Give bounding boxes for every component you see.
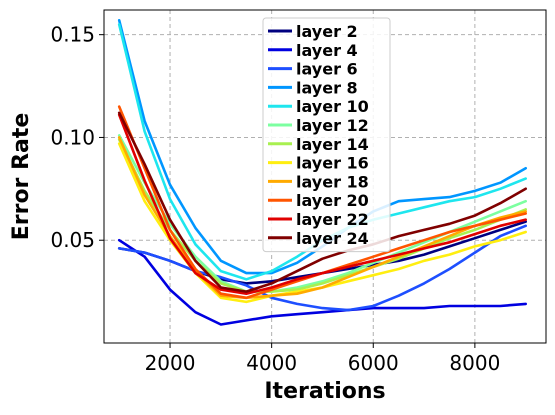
x-axis-title: Iterations — [264, 379, 385, 404]
x-tick-label: 2000 — [145, 351, 196, 375]
series-line-layer-22 — [117, 113, 528, 296]
legend-label: layer 12 — [296, 116, 369, 135]
series-line-layer-4 — [117, 238, 528, 326]
y-axis-title: Error Rate — [9, 113, 34, 241]
legend-label: layer 20 — [296, 191, 369, 210]
y-tick-label: 0.15 — [50, 23, 95, 47]
x-tick-label: 6000 — [348, 351, 399, 375]
x-tick-label: 4000 — [246, 351, 297, 375]
series-line-layer-14 — [117, 138, 528, 293]
legend-label: layer 2 — [296, 22, 358, 41]
legend-label: layer 24 — [296, 229, 369, 248]
y-tick-label: 0.10 — [50, 125, 95, 149]
legend-label: layer 22 — [296, 210, 369, 229]
series-line-layer-6 — [117, 224, 528, 312]
legend-label: layer 18 — [296, 172, 369, 191]
x-tick-label: 8000 — [449, 351, 500, 375]
legend-label: layer 6 — [296, 60, 358, 79]
plot-frame — [103, 9, 547, 344]
axis-ticks: 2000 4000 6000 8000 0.05 0.10 0.15 — [50, 23, 500, 375]
legend-label: layer 10 — [296, 97, 369, 116]
legend-label: layer 8 — [296, 78, 358, 97]
legend-label: layer 14 — [296, 135, 369, 154]
y-tick-label: 0.05 — [50, 228, 95, 252]
legend-label: layer 4 — [296, 41, 358, 60]
series-line-layer-24 — [117, 111, 528, 293]
legend-label: layer 16 — [296, 154, 369, 173]
legend-box — [262, 17, 391, 253]
